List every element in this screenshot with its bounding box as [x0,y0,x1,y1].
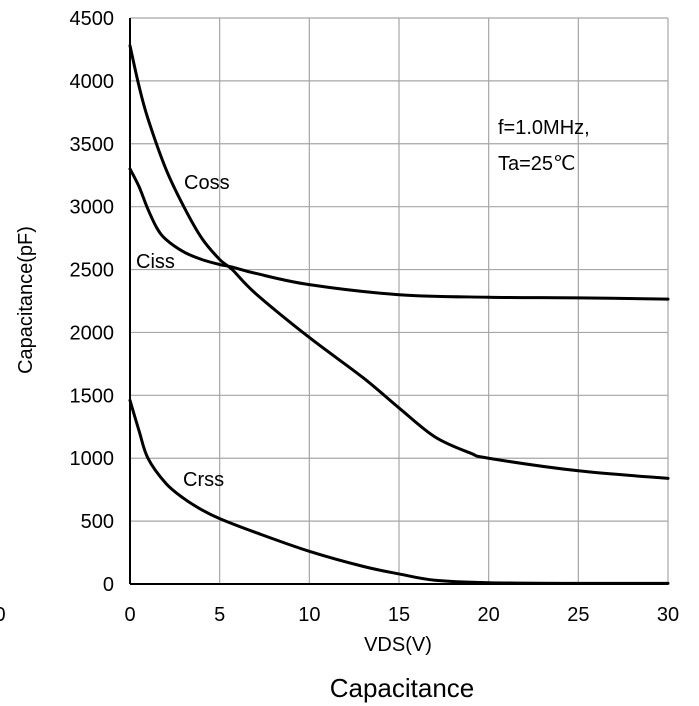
annotation-temperature: Ta=25℃ [498,153,576,175]
x-tick-label-6: 30 [657,604,679,626]
tick-labels: 0 5 10 15 20 25 30 0 500 1000 1500 2000 2500 3000 3500… [70,8,680,626]
x-tick-label-1: 5 [214,604,225,626]
y-tick-label-7: 3500 [70,134,115,156]
series-line-crss [128,398,670,585]
x-tick-label-0: 0 [124,604,135,626]
y-tick-label-2: 1000 [70,448,115,470]
series-line-coss [128,44,670,480]
grid [130,17,669,584]
x-tick-label-4: 20 [478,604,500,626]
series-label-ciss: Ciss [136,251,175,273]
x-tick-label-2: 10 [298,604,320,626]
x-tick-label-3: 15 [388,604,410,626]
y-tick-label-5: 2500 [70,260,115,282]
y-tick-label-6: 3000 [70,197,115,219]
x-axis-label: VDS(V) [364,634,432,656]
series-label-coss: Coss [184,172,230,194]
chart-caption: Capacitance [330,673,475,703]
axes [129,18,668,585]
series-line-ciss [128,167,670,301]
y-tick-label-8: 4000 [70,71,115,93]
y-tick-label-3: 1500 [70,385,115,407]
y-tick-label-4: 2000 [70,322,115,344]
series-lines [128,44,670,585]
y-tick-label-9: 4500 [70,8,115,30]
y-tick-label-1: 500 [81,511,114,533]
x-tick-label-extra: 0 [0,604,6,626]
x-tick-label-5: 25 [567,604,589,626]
y-tick-label-0: 0 [103,574,114,596]
series-label-crss: Crss [183,469,224,491]
y-axis-label: Capacitance(pF) [15,226,37,374]
annotation-frequency: f=1.0MHz, [498,117,590,139]
